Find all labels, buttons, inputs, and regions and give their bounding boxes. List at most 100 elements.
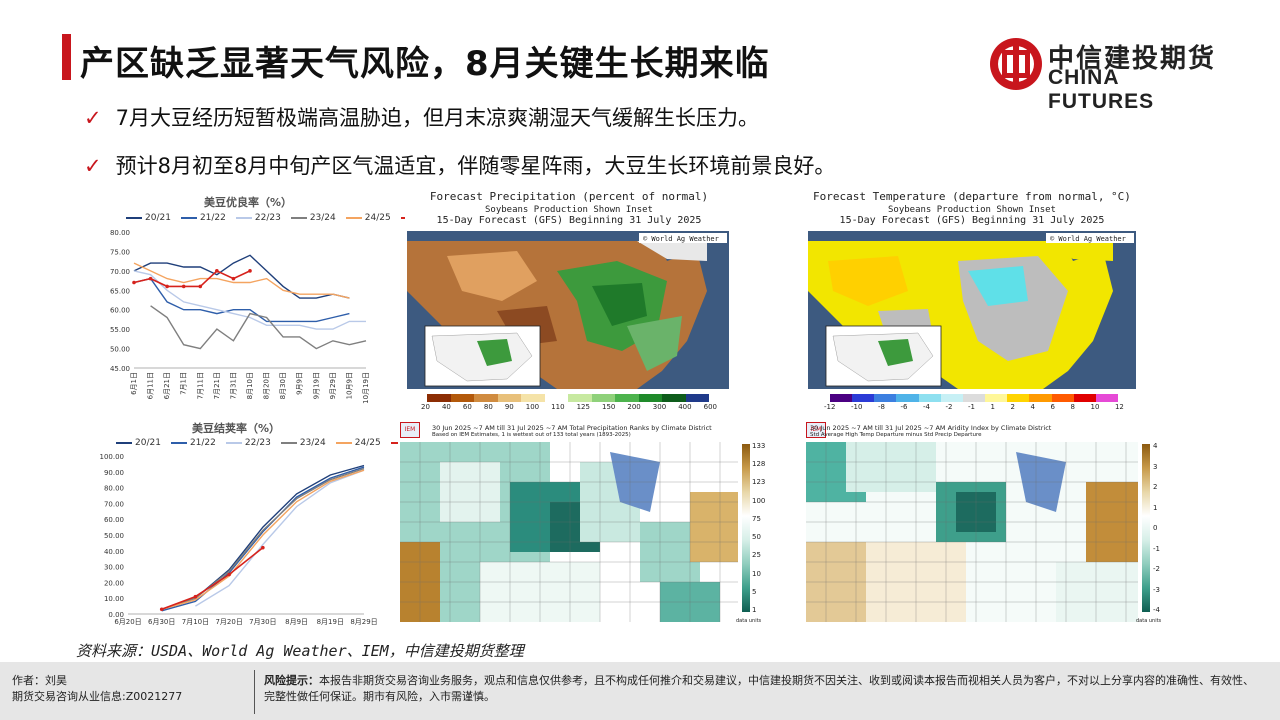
- map-credit: © World Ag Weather: [1050, 235, 1126, 243]
- pod-setting-chart-plot: 0.00 10.00 20.00 30.00 40.00 50.00 60.00 70.00 8…: [100, 453, 378, 626]
- scale-label: 125: [576, 403, 590, 411]
- pod-setting-chart: 美豆结荚率（%） 20/2121/2222/2323/2424/2525/26 …: [96, 414, 436, 634]
- legend-swatch: [335, 442, 352, 444]
- y-tick-label: 30.00: [104, 564, 124, 572]
- map-credit: © World Ag Weather: [643, 235, 719, 243]
- legend-swatch: [280, 442, 297, 444]
- series-point: [148, 276, 153, 281]
- legend-swatch: [290, 217, 307, 219]
- series-line-21/22: [161, 466, 365, 612]
- scale-units: data units: [736, 618, 762, 624]
- legend-label: 24/25: [364, 213, 391, 223]
- map-subtitle: 15-Day Forecast (GFS) Beginning 31 July …: [839, 215, 1105, 226]
- map-subtitle: 15-Day Forecast (GFS) Beginning 31 July …: [436, 215, 702, 226]
- logo-chinese-name: 中信建投期货: [1048, 44, 1217, 74]
- good-rating-chart: 美豆优良率（%） 20/2121/2222/2323/2424/2525/26 …: [96, 188, 446, 406]
- x-tick-label: 9月19日: [312, 372, 320, 399]
- series-point: [181, 284, 186, 289]
- series-point: [261, 545, 265, 550]
- legend-label: 21/22: [199, 213, 226, 223]
- scale-label: 10: [1090, 403, 1100, 411]
- series-line-23/24: [161, 467, 365, 610]
- temp-scale-labels: -12 -10 -8 -6 -4 -2 -1 1 2 4 6 8 10 12: [824, 403, 1124, 411]
- x-tick-label: 6月30日: [148, 618, 175, 626]
- risk-text: 本报告非期货交易咨询业务服务，观点和信息仅供参考，且不构成任何推介和交易建议，中…: [264, 674, 1254, 703]
- footer-divider: [254, 670, 255, 714]
- map-subtitle: Soybeans Production Shown Inset: [888, 205, 1056, 215]
- x-tick-label: 7月30日: [249, 618, 276, 626]
- x-tick-label: 8月20日: [263, 372, 271, 399]
- temp-forecast-map: Forecast Temperature (departure from nor…: [806, 188, 1138, 414]
- aridity-scale: [1142, 444, 1150, 612]
- y-tick-label: 10.00: [104, 595, 124, 603]
- iem-precip-map-image: [400, 442, 738, 622]
- legend-swatch: [126, 217, 142, 219]
- scale-label: 2: [1010, 403, 1015, 411]
- scale-label: 1: [990, 403, 995, 411]
- series-point: [132, 280, 136, 285]
- legend-swatch: [225, 442, 242, 444]
- series-line-25/26: [161, 546, 264, 611]
- scale-label: -8: [877, 403, 885, 411]
- y-tick-label: 50.00: [110, 346, 130, 354]
- scale-label: 600: [703, 403, 717, 411]
- map-title: Forecast Temperature (departure from nor…: [813, 190, 1131, 203]
- map-subtitle: Soybeans Production Shown Inset: [485, 205, 653, 215]
- legend-entry: 20/21: [116, 438, 161, 448]
- legend-entry: 20/21: [126, 213, 171, 223]
- x-tick-label: 6月20日: [114, 618, 141, 626]
- series-point: [159, 607, 164, 612]
- series-line-21/22: [133, 277, 350, 323]
- y-tick-label: 90.00: [104, 469, 124, 477]
- footer: 作者：刘昊 期货交易咨询从业信息:Z0021277 风险提示：本报告非期货交易咨…: [0, 662, 1280, 720]
- series-line-24/25: [161, 469, 365, 610]
- legend-swatch: [235, 217, 252, 219]
- scale-label: 6: [1050, 403, 1055, 411]
- legend-label: 23/24: [299, 438, 326, 448]
- y-tick-label: 20.00: [104, 579, 124, 587]
- precip-rank-scale: [742, 444, 750, 612]
- series-line-24/25: [133, 262, 350, 299]
- x-tick-label: 7月21日: [213, 372, 221, 399]
- legend-label: 24/25: [354, 438, 381, 448]
- scale-label: 200: [627, 403, 641, 411]
- legend-label: 23/24: [309, 213, 336, 223]
- scale-label: 1: [752, 605, 757, 614]
- scale-label: 10: [752, 569, 761, 578]
- precip-rank-scale-labels: 133 128 123 100 75 50 25 10 5 1: [752, 442, 765, 614]
- iem-logo: IEM: [806, 422, 826, 438]
- precip-color-scale: [427, 394, 709, 402]
- series-point: [248, 269, 252, 273]
- scale-label: 8: [1070, 403, 1075, 411]
- scale-label: 40: [441, 403, 451, 411]
- legend-entry: 22/23: [235, 213, 281, 223]
- legend-swatch: [180, 217, 197, 219]
- y-tick-label: 75.00: [110, 248, 130, 256]
- logo-english-name: CHINA FUTURES: [1048, 66, 1155, 113]
- series-point: [227, 572, 231, 577]
- bullet-text: 预计8月初至8月中旬产区气温适宜，伴随零星阵雨，大豆生长环境前景良好。: [115, 154, 836, 178]
- scale-label: -1: [1153, 544, 1160, 553]
- scale-label: 3: [1153, 462, 1158, 471]
- legend-label: 22/23: [254, 213, 281, 223]
- scale-label: -12: [824, 403, 836, 411]
- legend-label: 20/21: [135, 438, 161, 448]
- iem-aridity-map-image: [806, 442, 1138, 622]
- legend-entry: 24/25: [345, 213, 391, 223]
- scale-label: 25: [752, 551, 761, 560]
- scale-label: 100: [525, 403, 540, 411]
- series-point: [215, 269, 219, 273]
- series-line-20/21: [133, 254, 350, 299]
- x-tick-label: 8月9日: [285, 618, 308, 626]
- scale-label: 5: [752, 587, 757, 596]
- scale-label: 20: [421, 403, 430, 411]
- scale-label: 12: [1114, 403, 1124, 411]
- bullet-text: 7月大豆经历短暂极端高温胁迫，但月末凉爽潮湿天气缓解生长压力。: [115, 106, 759, 130]
- scale-label: 4: [1153, 442, 1158, 450]
- x-tick-label: 7月10日: [182, 618, 209, 626]
- scale-label: 50: [752, 533, 761, 542]
- series-line-25/26: [133, 269, 251, 288]
- scale-label: 400: [678, 403, 692, 411]
- bullet-point: ✓ 7月大豆经历短暂极端高温胁迫，但月末凉爽潮湿天气缓解生长压力。: [84, 102, 759, 132]
- y-tick-label: 65.00: [110, 287, 130, 295]
